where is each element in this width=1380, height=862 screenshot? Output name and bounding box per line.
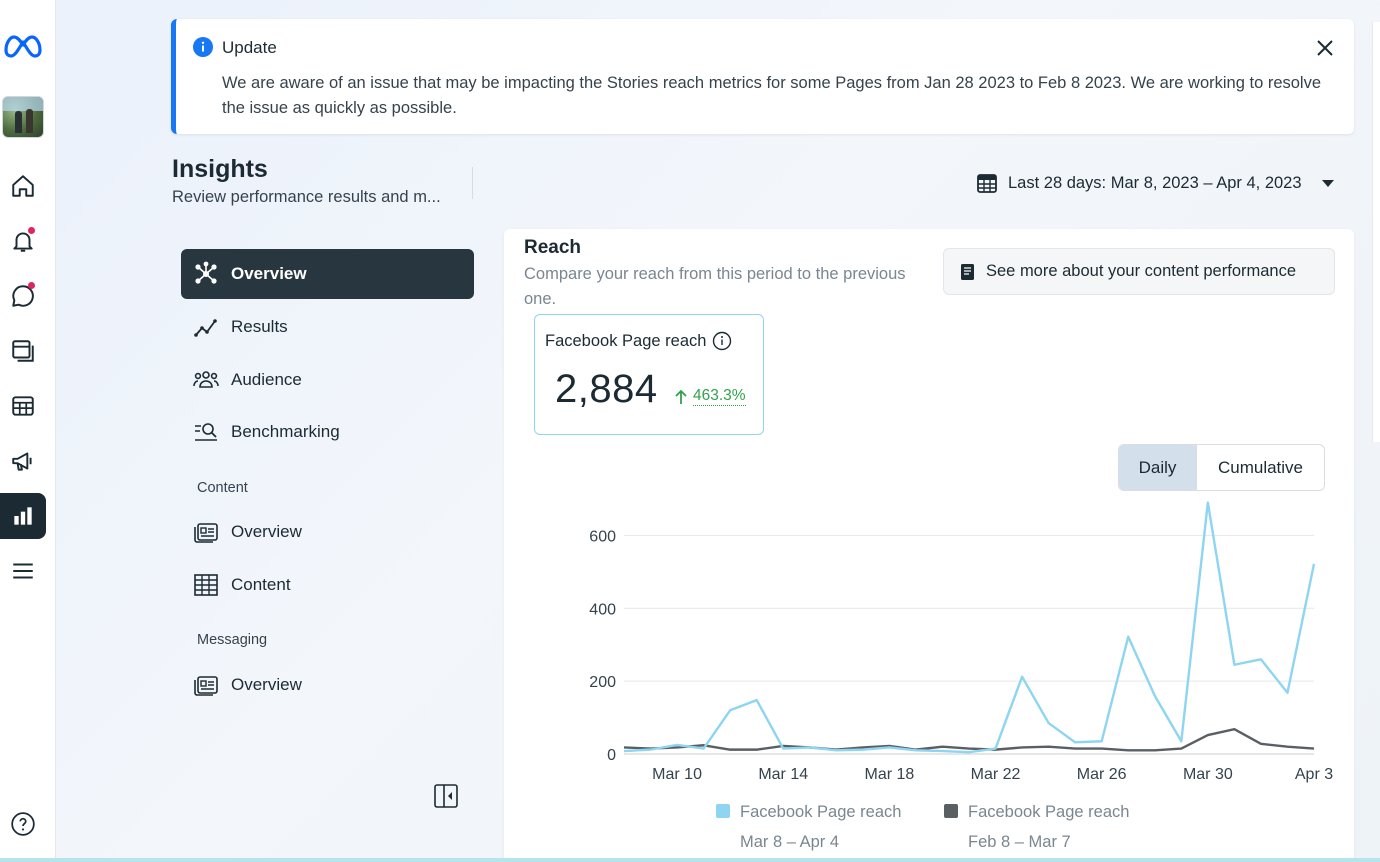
benchmark-search-icon — [195, 423, 217, 441]
legend-previous-range: Feb 8 – Mar 7 — [968, 833, 1071, 851]
content-cards-icon — [194, 676, 218, 696]
toggle-cumulative[interactable]: Cumulative — [1217, 457, 1304, 477]
see-more-label: See more about your content performance — [986, 262, 1297, 280]
nav-content[interactable]: Content — [181, 560, 474, 610]
content-pages-icon[interactable] — [0, 328, 46, 374]
nav-section-messaging: Messaging — [197, 632, 268, 648]
nav-content-label: Content — [231, 575, 291, 594]
x-tick-label: Mar 10 — [652, 766, 702, 783]
calendar-icon — [977, 174, 997, 193]
right-panel-edge — [1372, 22, 1380, 442]
legend-previous[interactable]: Facebook Page reach Feb 8 – Mar 7 — [944, 797, 1129, 857]
legend-current-swatch — [716, 804, 730, 818]
ads-megaphone-icon[interactable] — [0, 438, 46, 484]
legend-current-range: Mar 8 – Apr 4 — [740, 833, 840, 851]
nav-messaging-overview-label: Overview — [231, 675, 302, 694]
y-tick-label: 0 — [607, 747, 616, 764]
legend-current[interactable]: Facebook Page reach Mar 8 – Apr 4 — [716, 797, 901, 857]
series-line-current[interactable] — [623, 501, 1316, 754]
nav-overview-label: Overview — [231, 264, 307, 283]
y-tick-label: 200 — [589, 674, 616, 691]
planner-grid-icon[interactable] — [0, 383, 46, 429]
nav-content-overview[interactable]: Overview — [181, 507, 474, 557]
bottom-strip — [0, 858, 1380, 862]
legend-current-name: Facebook Page reach — [740, 803, 902, 821]
people-group-icon — [193, 371, 219, 388]
trend-line-icon — [194, 319, 217, 337]
info-icon — [193, 37, 213, 57]
x-tick-label: Mar 26 — [1077, 766, 1127, 783]
daily-cumulative-toggle: Daily Cumulative — [1118, 444, 1325, 491]
help-question-icon[interactable] — [0, 801, 46, 847]
see-more-content-button[interactable]: See more about your content performance — [943, 248, 1335, 295]
update-banner: Update We are aware of an issue that may… — [171, 19, 1354, 134]
reach-line-chart: 0 200 400 600 Mar 10 Mar 14 Mar 18 Mar 22 Mar 26… — [589, 501, 1333, 783]
meta-logo-icon[interactable] — [0, 22, 46, 68]
x-tick-label: Mar 18 — [864, 766, 914, 783]
header-divider — [472, 167, 473, 199]
metric-change-percent[interactable]: 463.3% — [693, 387, 746, 406]
x-tick-label: Mar 30 — [1183, 766, 1233, 783]
notifications-bell-icon[interactable] — [0, 218, 46, 264]
nav-benchmarking-label: Benchmarking — [231, 422, 340, 441]
x-tick-label: Apr 3 — [1295, 766, 1333, 783]
collapse-panel-icon[interactable] — [433, 783, 459, 809]
left-rail — [0, 0, 56, 862]
x-tick-label: Mar 22 — [971, 766, 1021, 783]
metric-label: Facebook Page reach — [545, 331, 707, 350]
nav-results[interactable]: Results — [181, 302, 474, 352]
arrow-up-icon — [675, 389, 687, 404]
banner-message: We are aware of an issue that may be imp… — [222, 74, 1322, 117]
chevron-down-icon — [1321, 179, 1334, 187]
metric-value: 2,884 — [555, 367, 658, 411]
info-outline-icon[interactable] — [712, 331, 732, 351]
content-cards-icon — [194, 523, 218, 543]
close-icon[interactable] — [1314, 37, 1336, 59]
document-icon — [961, 263, 974, 280]
nav-benchmarking[interactable]: Benchmarking — [181, 407, 474, 457]
nav-content-overview-label: Overview — [231, 522, 302, 541]
legend-previous-swatch — [944, 804, 958, 818]
page-avatar[interactable] — [2, 96, 44, 138]
nav-audience-label: Audience — [231, 370, 302, 389]
y-tick-label: 600 — [589, 528, 616, 545]
page-title: Insights — [172, 155, 268, 183]
page-subtitle: Review performance results and m... — [172, 188, 441, 206]
banner-title: Update — [222, 38, 277, 57]
nav-audience[interactable]: Audience — [181, 355, 474, 405]
table-grid-icon — [194, 574, 218, 596]
metric-change: 463.3% — [675, 387, 746, 406]
reach-subtitle: Compare your reach from this period to t… — [524, 265, 906, 308]
legend-previous-name: Facebook Page reach — [968, 803, 1130, 821]
nav-results-label: Results — [231, 317, 288, 336]
nav-section-content: Content — [197, 480, 248, 496]
home-icon[interactable] — [0, 163, 46, 209]
toggle-daily[interactable]: Daily — [1119, 445, 1197, 490]
series-line-previous[interactable] — [623, 728, 1315, 752]
metric-label-row: Facebook Page reach — [545, 331, 732, 351]
reach-card: Reach Compare your reach from this perio… — [504, 229, 1354, 862]
hub-icon — [195, 261, 217, 284]
date-range-label: Last 28 days: Mar 8, 2023 – Apr 4, 2023 — [1008, 173, 1302, 192]
insights-chart-icon[interactable] — [0, 493, 46, 539]
x-tick-label: Mar 14 — [758, 766, 808, 783]
page-reach-metric-card[interactable]: Facebook Page reach 2,884 463.3% — [534, 314, 764, 435]
inbox-chat-icon[interactable] — [0, 273, 46, 319]
nav-messaging-overview[interactable]: Overview — [181, 660, 474, 710]
date-range-selector[interactable]: Last 28 days: Mar 8, 2023 – Apr 4, 2023 — [976, 170, 1334, 196]
reach-title: Reach — [524, 237, 582, 258]
y-tick-label: 400 — [589, 601, 616, 618]
menu-hamburger-icon[interactable] — [0, 548, 46, 594]
nav-overview[interactable]: Overview — [181, 249, 474, 299]
